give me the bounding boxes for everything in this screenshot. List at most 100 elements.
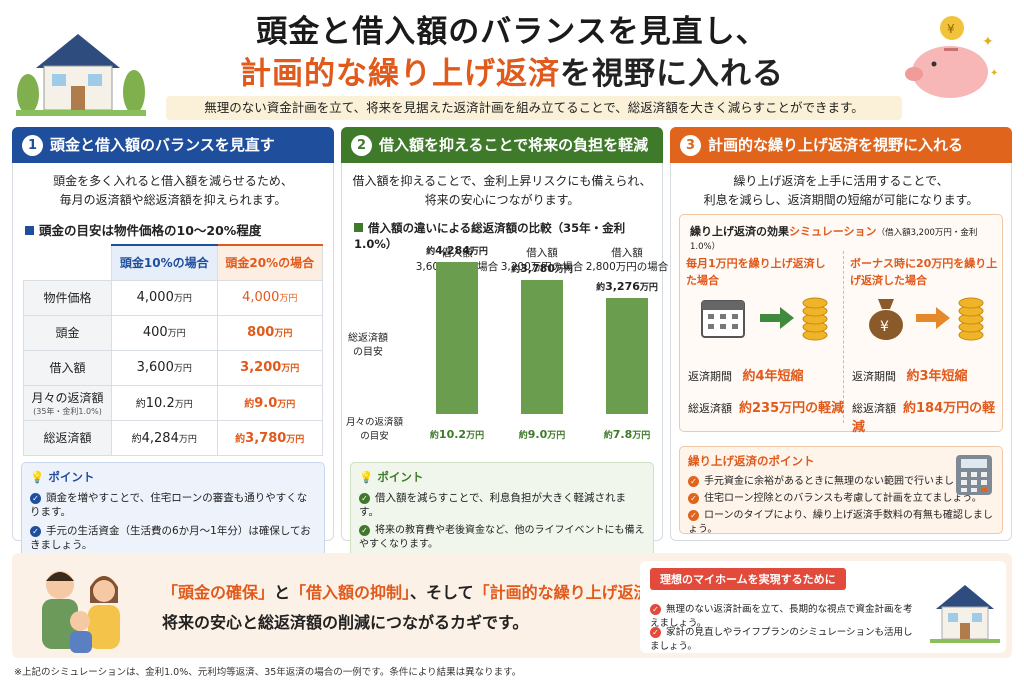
cell-v2: 4,000万円 <box>216 279 323 316</box>
row-label: 月々の返済額 (35年・金利1.0%) <box>23 384 112 421</box>
panel-header: 2 借入額を抑えることで将来の負担を軽減 <box>341 127 663 163</box>
cell-v2: 3,200万円 <box>216 349 323 386</box>
lightbulb-icon: 💡 <box>359 470 378 484</box>
bar-chart: 借入額3,600万円の場合約4,284万円約10.2万円借入額3,200万円の場… <box>342 128 669 458</box>
cell-v1: 400万円 <box>111 314 218 351</box>
panel-header: 3 計画的な繰り上げ返済を視野に入れる <box>670 127 1012 163</box>
case2-title: ボーナス時に20万円を繰り上 げ返済した場合 <box>850 257 998 287</box>
point-item: ✓ 手元資金に余裕があるときに無理のない範囲で行いましょう。 <box>688 475 994 489</box>
prepayment-points: 繰り上げ返済のポイント ✓ 手元資金に余裕があるときに無理のない範囲で行いましょう… <box>679 446 1003 535</box>
house-illustration <box>16 34 146 116</box>
panel-description: 繰り上げ返済を上手に活用することで、 利息を減らし、返済期間の短縮が可能になります… <box>671 172 1011 210</box>
lightbulb-icon: 💡 <box>30 470 49 484</box>
check-icon: ✓ <box>688 492 699 504</box>
table-row: 月々の返済額 (35年・金利1.0%) 約10.2万円 約9.0万円 <box>23 384 323 421</box>
summary-banner: 「頭金の確保」と「借入額の抑制」、そして「計画的な繰り上げ返済」が、 将来の安心… <box>12 553 1012 658</box>
bar-value-label: 約4,284万円 <box>426 243 488 257</box>
point-box: 💡 ポイント ✓ 借入額を減らすことで、利息負担が大きく軽減されます。 ✓ 将来の教… <box>350 462 654 559</box>
check-icon: ✓ <box>30 525 41 537</box>
section-heading: 頭金の目安は物件価格の10〜20%程度 <box>25 220 261 239</box>
bar-value-label: 約3,780万円 <box>511 261 573 275</box>
family-illustration <box>42 571 120 653</box>
summary-line2: 将来の安心と総返済額の削減につながるカギです。 <box>162 613 529 632</box>
category-label: 借入額 2,800万円の場合 <box>585 247 669 273</box>
arrow-right-icon <box>760 307 794 329</box>
case1-period: 返済期間 約4年短縮 <box>688 369 804 384</box>
bar <box>606 297 648 414</box>
panel-description: 借入額を抑えることで、金利上昇リスクにも備えられ、 将来の安心につながります。 <box>342 172 662 210</box>
point-item: ✓ 借入額を減らすことで、利息負担が大きく軽減されます。 <box>359 492 627 518</box>
arrow-right-icon <box>916 307 950 329</box>
y-axis-label: 総返済額 の目安 <box>348 333 388 358</box>
table-row: 物件価格 4,000万円 4,000万円 <box>23 279 323 316</box>
calendar-icon <box>701 300 745 338</box>
house-icon <box>930 585 1000 643</box>
section-label: 借入額の違いによる総返済額の比較（35年・金利1.0%） <box>354 221 626 251</box>
cell-v2: 約9.0万円 <box>216 384 323 421</box>
subtitle-banner: 無理のない資金計画を立て、将来を見据えた返済計画を組み立てることで、総返済額を大… <box>166 96 902 120</box>
desc-line: 将来の安心につながります。 <box>424 193 580 207</box>
point-item: ✓ 住宅ローン控除とのバランスも考慮して計画を立てましょう。 <box>688 492 994 506</box>
table-row: 頭金 400万円 800万円 <box>23 314 323 351</box>
monthly-value-label: 約7.8万円 <box>603 428 651 441</box>
section-heading: 借入額の違いによる総返済額の比較（35年・金利1.0%） <box>354 220 662 252</box>
table-row: 総返済額 約4,284万円 約3,780万円 <box>23 419 323 456</box>
row-label: 頭金 <box>23 314 112 351</box>
desc-line: 頭金を多く入れると借入額を減らせるため、 <box>53 174 293 188</box>
case1-total: 総返済額 約235万円の軽減 <box>688 401 845 416</box>
bar-value-label: 約3,276万円 <box>596 279 658 293</box>
desc-line: 毎月の返済額や総返済額を抑えられます。 <box>59 193 287 207</box>
check-icon: ✓ <box>650 604 661 615</box>
cell-v1: 約10.2万円 <box>111 384 218 421</box>
point-title: 💡 ポイント <box>359 470 424 484</box>
coin-stack-icon <box>802 297 828 341</box>
cell-v2: 800万円 <box>216 314 323 351</box>
table-row: 借入額 3,600万円 3,200万円 <box>23 349 323 386</box>
row-label: 物件価格 <box>23 279 112 316</box>
simulation-box: 繰り上げ返済の効果シミュレーション（借入額3,200万円・金利1.0%） 毎月1… <box>679 214 1003 435</box>
monthly-value-label: 約10.2万円 <box>429 428 485 441</box>
case2-period: 返済期間 約3年短縮 <box>852 369 968 384</box>
cell-v1: 3,600万円 <box>111 349 218 386</box>
summary-line1: 「頭金の確保」と「借入額の抑制」、そして「計画的な繰り上げ返済」が、 <box>162 583 697 602</box>
panel-description: 頭金を多く入れると借入額を減らせるため、 毎月の返済額や総返済額を抑えられます。 <box>13 172 333 210</box>
money-bag-icon: ¥ <box>869 299 903 340</box>
check-icon: ✓ <box>359 524 370 536</box>
step-number: 1 <box>22 135 43 156</box>
point-item: ✓ 頭金を増やすことで、住宅ローンの審査も通りやすくなります。 <box>30 492 308 518</box>
check-icon: ✓ <box>30 492 41 504</box>
simulation-title: 繰り上げ返済の効果シミュレーション（借入額3,200万円・金利1.0%） <box>690 225 978 252</box>
section-label: 頭金の目安は物件価格の10〜20%程度 <box>39 223 262 238</box>
check-icon: ✓ <box>650 627 661 638</box>
table-header-row: 頭金10%の場合 頭金20%の場合 <box>24 244 323 281</box>
tips-box: 理想のマイホームを実現するために ✓ 無理のない返済計画を立て、長期的な視点で資金… <box>640 561 1006 653</box>
title-rest: を視野に入れる <box>560 56 784 92</box>
case1-title: 毎月1万円を繰り上げ返済した場合 <box>686 257 826 287</box>
svg-text:¥: ¥ <box>947 22 955 36</box>
cell-v1: 4,000万円 <box>111 279 218 316</box>
panel-loan-amount: 2 借入額を抑えることで将来の負担を軽減 借入額を抑えることで、金利上昇リスクにも… <box>341 127 669 559</box>
step-number: 2 <box>351 135 372 156</box>
panel-title: 頭金と借入額のバランスを見直す <box>50 136 275 154</box>
tip-item: ✓ 家計の見直しやライフプランのシミュレーションも活用しましょう。 <box>650 627 913 652</box>
row-label: 借入額 <box>23 349 112 386</box>
point-item: ✓ 将来の教育費や老後資金など、他のライフイベントにも備えやすくなります。 <box>359 524 645 550</box>
panel-header: 1 頭金と借入額のバランスを見直す <box>12 127 334 163</box>
calculator-icon <box>956 455 992 495</box>
check-icon: ✓ <box>688 475 699 487</box>
footnote: ※上記のシミュレーションは、金利1.0%、元利均等返済、35年返済の場合の一例で… <box>14 667 522 678</box>
cell-v1: 約4,284万円 <box>111 419 218 456</box>
cell-v2: 約3,780万円 <box>216 419 323 456</box>
monthly-axis-label: 月々の返済額 の目安 <box>346 417 404 442</box>
title-highlight: 計画的な繰り上げ返済 <box>240 56 560 92</box>
column-header-20: 頭金20%の場合 <box>216 244 323 281</box>
column-header-10: 頭金10%の場合 <box>111 244 218 281</box>
point-title: 💡 ポイント <box>30 470 95 484</box>
bar <box>436 261 478 414</box>
svg-text:✦: ✦ <box>982 34 994 50</box>
page-title: 頭金と借入額のバランスを見直し、 <box>256 14 768 50</box>
tip-item: ✓ 無理のない返済計画を立て、長期的な視点で資金計画を考えましょう。 <box>650 604 913 629</box>
check-icon: ✓ <box>359 492 370 504</box>
case2-total: 総返済額 約184万円の軽減 <box>852 401 996 435</box>
point-box: 💡 ポイント ✓ 頭金を増やすことで、住宅ローンの審査も通りやすくなります。 ✓ 手… <box>21 462 325 559</box>
